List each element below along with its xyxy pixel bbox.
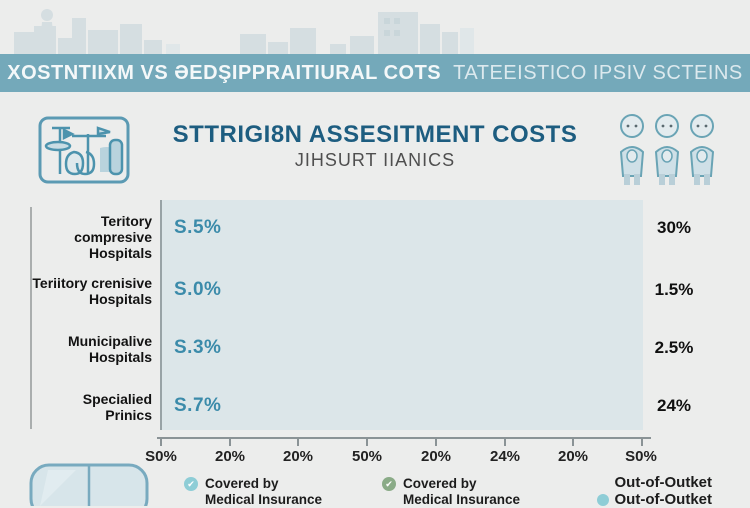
right-percent-3: 2.5%: [654, 338, 694, 357]
x-axis-tick: [229, 437, 231, 446]
category-label-4: Specialied Prinics: [82, 391, 152, 423]
x-tick-label: 20%: [282, 448, 314, 465]
right-percent-4: 24%: [656, 396, 692, 415]
medical-equipment-icon: [38, 116, 130, 184]
legend-item-insurance-1: ✔ Covered by Medical Insurance: [184, 476, 322, 508]
right-percent-1: 30%: [656, 218, 692, 237]
x-tick-label: S0%: [625, 448, 657, 465]
check-circle-teal-icon: ✔: [184, 477, 198, 491]
banner-title: XOSTNTIIXM VS ƏEDŞIPPRAITIURAL COTS: [7, 61, 442, 84]
check-circle-green-icon: ✔: [382, 477, 396, 491]
x-axis-tick: [297, 437, 299, 446]
bar-row: S.3%: [162, 333, 221, 363]
bar-value-label: S.7%: [174, 395, 222, 416]
pill-capsule-icon: [29, 463, 149, 506]
bar-value-label: S.5%: [174, 217, 222, 238]
x-tick-label: 24%: [489, 448, 521, 465]
bar-row: S.7%: [162, 391, 221, 421]
bar-row: S.0%: [162, 275, 221, 305]
legend-item-out-of-pocket: Out-of-Outket Out-of-Outket: [545, 474, 712, 508]
bar-row: S.5%: [162, 213, 221, 243]
banner-subtitle: TATEEISTICO IPSIV SCTEINS: [453, 61, 743, 84]
bar-chart-plot-area: S.5% S.0% S.3% S.7%: [160, 200, 643, 430]
left-shadow-line: [30, 207, 32, 429]
three-nurses-icon: [619, 114, 715, 185]
out-of-pocket-label-1: Out-of-Outket: [614, 474, 712, 491]
x-tick-label: 50%: [351, 448, 383, 465]
legend-item-insurance-2: ✔ Covered by Medical Insurance: [382, 476, 520, 508]
city-skyline-graphic: [14, 9, 474, 55]
bar-value-label: S.3%: [174, 337, 222, 358]
x-axis-tick: [160, 437, 162, 446]
x-tick-label: 20%: [214, 448, 246, 465]
x-axis-tick: [641, 437, 643, 446]
x-tick-label: 20%: [557, 448, 589, 465]
x-axis-line: [157, 437, 651, 439]
x-axis-tick: [504, 437, 506, 446]
x-axis-tick: [366, 437, 368, 446]
banner: XOSTNTIIXM VS ƏEDŞIPPRAITIURAL COTS TATE…: [0, 54, 750, 92]
bar-value-label: S.0%: [174, 279, 222, 300]
category-label-3: Municipalive Hospitals: [67, 333, 152, 365]
x-tick-label: S0%: [145, 448, 177, 465]
x-tick-label: 20%: [420, 448, 452, 465]
right-percent-2: 1.5%: [654, 280, 694, 299]
category-label-2: Teriitory crenisive Hospitals: [32, 275, 152, 307]
x-axis-tick: [435, 437, 437, 446]
page-title: STTRIGI8N ASSESITMENT COSTS: [172, 121, 578, 148]
x-axis-tick: [572, 437, 574, 446]
category-label-1: Teritory compresive Hospitals: [74, 213, 152, 261]
page-subtitle: JIHSURT IIANICS: [294, 150, 456, 170]
